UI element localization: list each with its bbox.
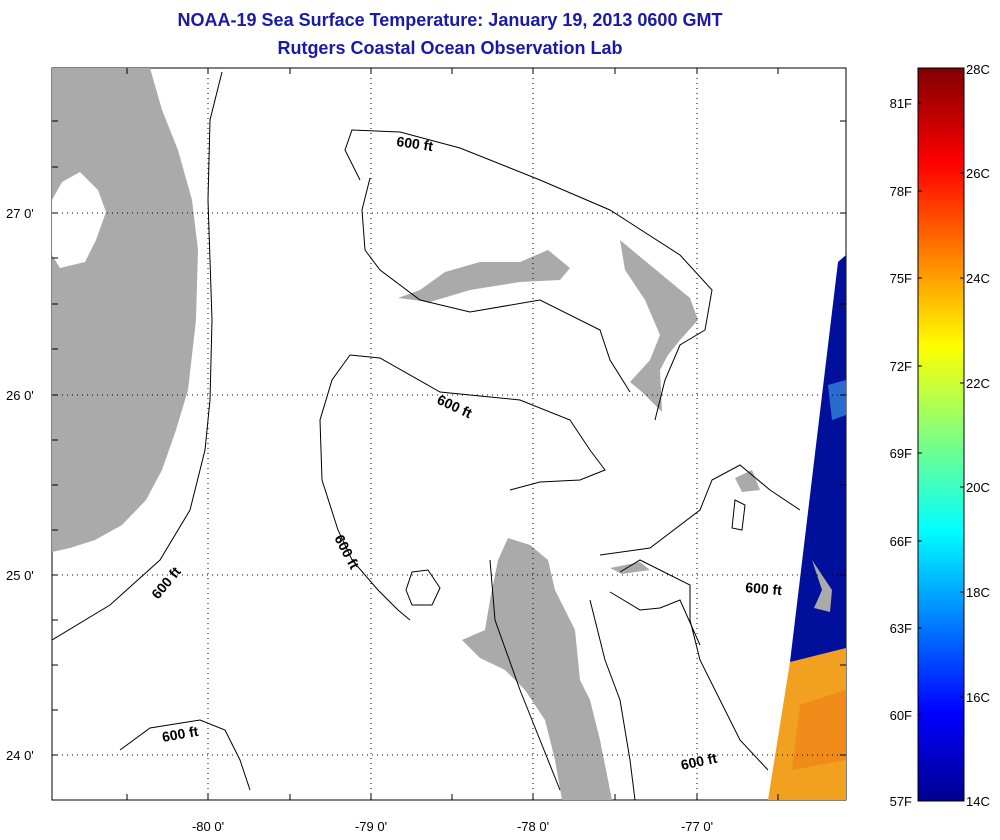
colorbar-f-label: 60F	[890, 708, 912, 723]
colorbar-ticks	[918, 102, 964, 716]
colorbar-c-label: 22C	[966, 376, 990, 391]
abaco-land	[620, 240, 698, 412]
contour-label-600ft: 600 ft	[679, 750, 718, 773]
lon-label-80: -80 0'	[192, 819, 224, 834]
contour-label-600ft: 600 ft	[745, 579, 783, 598]
colorbar-c-label: 16C	[966, 690, 990, 705]
depth-contours	[52, 71, 801, 800]
colorbar-c-label: 24C	[966, 271, 990, 286]
grand-bahama-land	[398, 250, 570, 302]
contour-label-600ft: 600 ft	[161, 723, 200, 745]
colorbar-f-labels: 81F 78F 75F 72F 69F 66F 63F 60F 57F	[890, 96, 912, 809]
colorbar-c-label: 26C	[966, 166, 990, 181]
eleuthera-land	[735, 470, 760, 492]
colorbar-c-label: 14C	[966, 794, 990, 809]
contour-label-600ft: 600 ft	[396, 133, 435, 154]
colorbar-f-label: 63F	[890, 621, 912, 636]
lon-label-78: -78 0'	[517, 819, 549, 834]
lat-label-24: 24 0'	[6, 748, 34, 763]
colorbar-f-label: 57F	[890, 794, 912, 809]
colorbar-c-label: 20C	[966, 480, 990, 495]
colorbar-c-label: 28C	[966, 62, 990, 77]
lat-label-27: 27 0'	[6, 206, 34, 221]
map-grid	[52, 68, 846, 800]
colorbar-f-label: 69F	[890, 446, 912, 461]
lon-label-79: -79 0'	[355, 819, 387, 834]
map-title: NOAA-19 Sea Surface Temperature: January…	[177, 10, 723, 30]
new-providence-land	[610, 562, 650, 574]
sst-swath-patch	[828, 380, 846, 420]
lat-label-26: 26 0'	[6, 388, 34, 403]
sst-swath-cold	[790, 255, 846, 662]
lat-label-25: 25 0'	[6, 568, 34, 583]
lon-label-77: -77 0'	[681, 819, 713, 834]
colorbar-f-label: 81F	[890, 96, 912, 111]
colorbar-f-label: 75F	[890, 271, 912, 286]
frame-ticks	[52, 68, 846, 800]
lake-okeechobee	[52, 172, 106, 268]
map-subtitle: Rutgers Coastal Ocean Observation Lab	[277, 38, 623, 58]
sst-swath-warm2	[792, 690, 846, 770]
colorbar-c-label: 18C	[966, 585, 990, 600]
colorbar-f-label: 66F	[890, 534, 912, 549]
colorbar-f-label: 78F	[890, 184, 912, 199]
andros-land	[462, 538, 612, 800]
colorbar-f-label: 72F	[890, 359, 912, 374]
colorbar-c-labels: 28C 26C 24C 22C 20C 18C 16C 14C	[966, 62, 990, 809]
sst-colorbar	[917, 67, 965, 802]
exuma-land	[812, 560, 832, 612]
